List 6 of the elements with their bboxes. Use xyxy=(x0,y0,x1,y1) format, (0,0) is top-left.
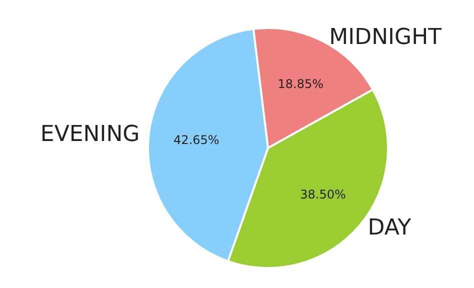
data-label: 18.85% xyxy=(278,76,324,91)
slice-label: EVENING xyxy=(40,122,140,148)
data-label: 38.50% xyxy=(300,187,346,202)
slice-label: DAY xyxy=(368,215,412,240)
slice-label: MIDNIGHT xyxy=(329,24,442,50)
data-label: 42.65% xyxy=(174,133,220,148)
